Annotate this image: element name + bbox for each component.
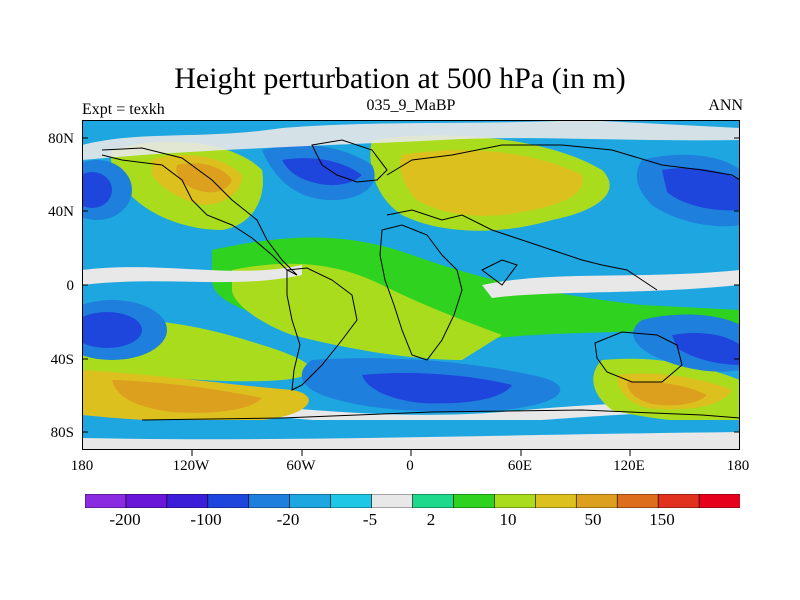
contour-region xyxy=(282,158,362,186)
colorbar-swatch xyxy=(657,494,700,508)
colorbar-label: -20 xyxy=(276,510,300,529)
colorbar-swatch xyxy=(85,494,127,508)
x-tick-label: 180 xyxy=(70,458,94,474)
contour-region xyxy=(82,172,112,208)
colorbar-swatch xyxy=(330,494,373,508)
contour-region xyxy=(662,168,740,211)
x-tick-label: 60E xyxy=(507,458,533,474)
y-tick-label: 80N xyxy=(48,131,74,147)
colorbar-swatch xyxy=(207,494,250,508)
x-tick-label: 0 xyxy=(406,458,414,474)
y-tick-label: 40S xyxy=(50,352,74,368)
x-tick-label: 60W xyxy=(286,458,316,474)
colorbar-label: 150 xyxy=(649,510,675,529)
experiment-label: Expt = texkh xyxy=(82,101,165,118)
coastlines xyxy=(101,139,740,421)
colorbar-label: -100 xyxy=(190,510,222,529)
colorbar xyxy=(85,494,740,508)
colorbar-label: -200 xyxy=(109,510,141,529)
colorbar-swatch xyxy=(698,494,740,508)
contour-region xyxy=(672,333,740,365)
x-tick-label: 120W xyxy=(172,458,210,474)
colorbar-label: -5 xyxy=(362,510,378,529)
colorbar-label: 50 xyxy=(584,510,602,529)
colorbar-swatch xyxy=(453,494,495,508)
contour-region xyxy=(627,381,707,406)
contour-region xyxy=(82,312,142,348)
colorbar-swatch xyxy=(125,494,168,508)
colorbar-swatch xyxy=(371,494,414,508)
contour-region xyxy=(400,150,583,216)
season-label: ANN xyxy=(708,97,743,114)
contour-region xyxy=(182,395,740,425)
contour-region xyxy=(112,380,262,413)
colorbar-swatch xyxy=(616,494,659,508)
colorbar-label: 10 xyxy=(499,510,517,529)
colorbar-swatch xyxy=(166,494,209,508)
axis-ticks xyxy=(82,137,740,456)
colorbar-swatch xyxy=(575,494,618,508)
colorbar-swatch xyxy=(535,494,577,508)
center-label: 035_9_MaBP xyxy=(366,97,456,114)
contour-region xyxy=(176,163,232,193)
y-tick-label: 80S xyxy=(50,425,74,441)
colorbar-label: 2 xyxy=(426,510,436,529)
contour-region xyxy=(82,120,740,160)
y-tick-label: 40N xyxy=(48,204,74,220)
x-tick-label: 120E xyxy=(613,458,645,474)
colorbar-swatch xyxy=(289,494,332,508)
colorbar-swatch xyxy=(494,494,536,508)
contour-region xyxy=(232,263,502,360)
x-tick-label: 180 xyxy=(726,458,750,474)
contour-region xyxy=(82,265,302,285)
colorbar-swatch xyxy=(248,494,291,508)
contour-map xyxy=(82,120,740,450)
y-tick-label: 0 xyxy=(66,278,75,294)
contour-region xyxy=(482,270,740,298)
contour-region xyxy=(362,373,512,404)
chart-title: Height perturbation at 500 hPa (in m) xyxy=(174,62,626,95)
contour-region xyxy=(82,432,740,450)
colorbar-swatch xyxy=(412,494,455,508)
